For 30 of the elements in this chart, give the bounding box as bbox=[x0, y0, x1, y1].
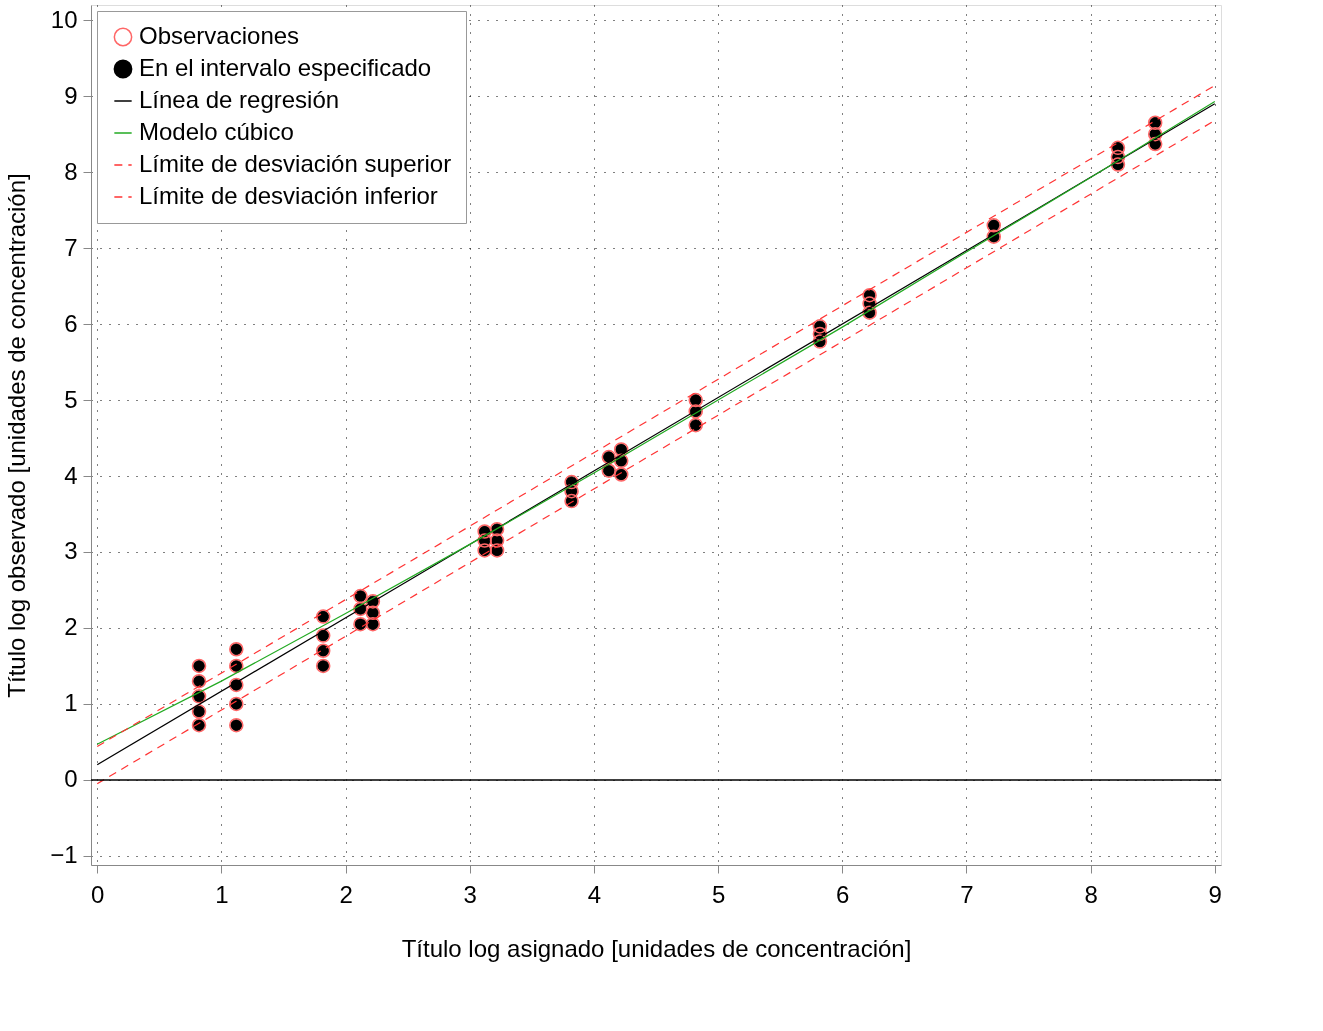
legend-label: Modelo cúbico bbox=[139, 118, 294, 145]
y-axis-title: Título log observado [unidades de concentración] bbox=[3, 173, 31, 698]
y-tick-label: 8 bbox=[64, 157, 78, 185]
y-tick-label: 7 bbox=[64, 233, 78, 261]
y-tick-label: 1 bbox=[64, 689, 78, 717]
legend-label: Límite de desviación superior bbox=[139, 150, 452, 177]
x-tick-label: 4 bbox=[587, 880, 602, 908]
x-tick-label: 2 bbox=[339, 880, 353, 908]
x-tick-label: 9 bbox=[1208, 880, 1222, 908]
y-tick-label: 9 bbox=[64, 81, 78, 109]
x-tick-label: 7 bbox=[960, 880, 974, 908]
legend-label: En el intervalo especificado bbox=[139, 54, 432, 81]
x-tick-label: 0 bbox=[91, 880, 105, 908]
y-tick-label: 3 bbox=[64, 537, 78, 565]
y-tick-label: 4 bbox=[64, 461, 78, 489]
x-axis-title: Título log asignado [unidades de concentración] bbox=[401, 934, 912, 962]
legend-label: Límite de desviación inferior bbox=[139, 182, 438, 209]
x-tick-label: 5 bbox=[711, 880, 726, 908]
y-tick-label: 0 bbox=[64, 765, 78, 793]
y-tick-label: 5 bbox=[64, 385, 78, 413]
x-tick-label: 8 bbox=[1084, 880, 1098, 908]
y-tick-label: 6 bbox=[64, 309, 78, 337]
legend-label: Línea de regresión bbox=[139, 86, 340, 113]
legend-label: Observaciones bbox=[139, 22, 300, 49]
y-tick-label: 10 bbox=[50, 5, 78, 33]
y-tick-label: −1 bbox=[50, 841, 78, 869]
x-tick-label: 6 bbox=[836, 880, 850, 908]
x-tick-label: 3 bbox=[463, 880, 477, 908]
x-tick-label: 1 bbox=[215, 880, 229, 908]
y-tick-label: 2 bbox=[64, 613, 78, 641]
